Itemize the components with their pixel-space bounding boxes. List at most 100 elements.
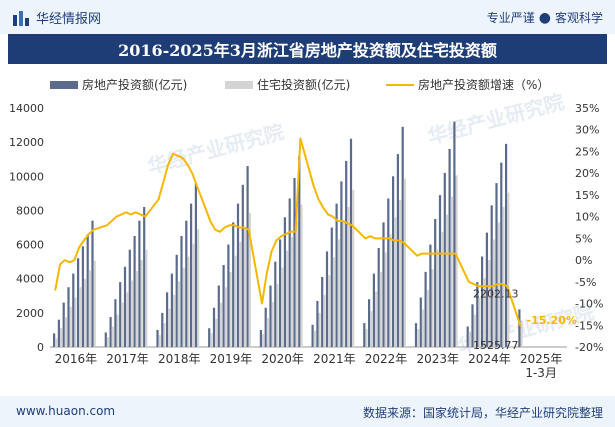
bar-total	[246, 166, 249, 347]
bar-total	[133, 236, 136, 347]
bar-residential	[375, 291, 378, 347]
bar-total	[114, 299, 117, 347]
bar-residential	[426, 289, 429, 347]
tagline-left: 专业严谨	[486, 11, 535, 25]
bar-total	[349, 138, 353, 347]
annotation-total: 2202.13	[473, 287, 519, 300]
bar-residential	[111, 326, 114, 347]
bar-residential	[389, 234, 392, 347]
bar-residential	[473, 314, 476, 347]
bar-residential	[507, 192, 510, 347]
bar-total	[377, 247, 380, 347]
chart-title: 2016-2025年3月浙江省房地产投资额及住宅投资额	[8, 34, 607, 64]
brand: 华经情报网	[12, 8, 101, 27]
bar-residential	[379, 271, 382, 347]
bar-total	[471, 304, 474, 347]
bar-residential	[145, 249, 148, 347]
bar-total	[481, 256, 484, 347]
bar-residential	[140, 259, 143, 347]
bar-total	[396, 154, 399, 347]
bar-total	[91, 220, 94, 347]
bar-total	[316, 300, 319, 347]
bar-total	[161, 312, 164, 347]
y-right-tick-label: 15%	[575, 189, 599, 202]
bar-residential	[79, 287, 82, 347]
bar-residential	[300, 204, 303, 347]
y-left-tick-label: 12000	[9, 136, 44, 149]
bar-total	[293, 177, 296, 347]
x-tick-label: 2018年	[158, 352, 201, 366]
bar-residential	[436, 249, 439, 347]
bar-total	[208, 328, 211, 347]
bar-total	[77, 258, 80, 347]
bar-residential	[262, 334, 265, 347]
bar-residential	[69, 306, 72, 347]
bar-total	[138, 220, 141, 347]
bar-residential	[318, 312, 321, 347]
y-right-tick-label: -20%	[575, 341, 603, 354]
bar-total	[236, 203, 240, 347]
bar-total	[466, 326, 469, 347]
brand-name: 华经情报网	[36, 12, 102, 27]
bar-residential	[483, 277, 486, 347]
y-left-tick-label: 6000	[16, 239, 44, 252]
bar-residential	[93, 260, 96, 347]
y-left-tick-label: 10000	[9, 170, 44, 183]
annotation-residential: 1525.77	[473, 339, 519, 352]
bar-total	[81, 246, 84, 347]
bar-residential	[281, 267, 284, 347]
bar-residential	[365, 329, 368, 347]
bar-total	[443, 172, 446, 347]
bar-residential	[88, 270, 91, 347]
bar-residential	[177, 281, 180, 347]
bar-residential	[229, 271, 232, 347]
bar-residential	[158, 335, 161, 347]
bar-residential	[403, 178, 406, 347]
y-right-tick-label: 10%	[575, 211, 599, 224]
bar-residential	[286, 250, 289, 347]
bar-residential	[441, 231, 444, 347]
bar-total	[429, 244, 432, 347]
bar-residential	[163, 323, 166, 347]
bar-residential	[106, 337, 110, 347]
bar-residential	[492, 239, 495, 347]
bar-residential	[239, 242, 242, 347]
tagline-right: 客观科学	[554, 11, 603, 25]
brand-logo-icon	[13, 10, 29, 26]
bar-residential	[347, 207, 350, 347]
y-right-tick-label: 0%	[575, 254, 592, 267]
y-right-tick-label: -10%	[575, 298, 603, 311]
bar-residential	[431, 269, 434, 347]
bar-residential	[60, 328, 63, 347]
footer-url[interactable]: www.huaon.com	[16, 404, 116, 418]
bar-total	[185, 220, 188, 347]
bar-residential	[266, 317, 269, 347]
bar-total	[387, 198, 390, 347]
bar-residential	[276, 283, 279, 347]
bar-residential	[384, 252, 387, 347]
y-right-tick-label: 25%	[575, 145, 599, 158]
x-tick-label: 2017年	[106, 352, 149, 366]
top-bar: 华经情报网 专业严谨 ● 客观科学	[0, 0, 615, 34]
y-right-tick-label: -15%	[575, 319, 603, 332]
bar-residential	[488, 259, 491, 347]
tagline: 专业严谨 ● 客观科学	[487, 9, 603, 26]
bar-total	[424, 271, 427, 347]
bar-total	[438, 195, 442, 347]
bar-total	[72, 273, 75, 347]
footer: www.huaon.com 数据来源：国家统计局，华经产业研究院整理	[0, 396, 615, 427]
y-right-tick-label: -5%	[575, 276, 596, 289]
legend-swatch-total	[50, 81, 78, 89]
bar-residential	[337, 239, 340, 347]
bar-total	[222, 265, 225, 347]
bar-total	[143, 207, 146, 347]
bar-total	[232, 222, 235, 347]
bar-total	[57, 319, 60, 347]
bar-residential	[234, 255, 237, 347]
bar-total	[453, 121, 456, 348]
bar-residential	[84, 278, 87, 347]
bar-residential	[219, 302, 223, 347]
bar-residential	[271, 301, 274, 347]
bar-total	[217, 285, 220, 347]
watermark-text: 华经产业研究院	[425, 89, 566, 148]
